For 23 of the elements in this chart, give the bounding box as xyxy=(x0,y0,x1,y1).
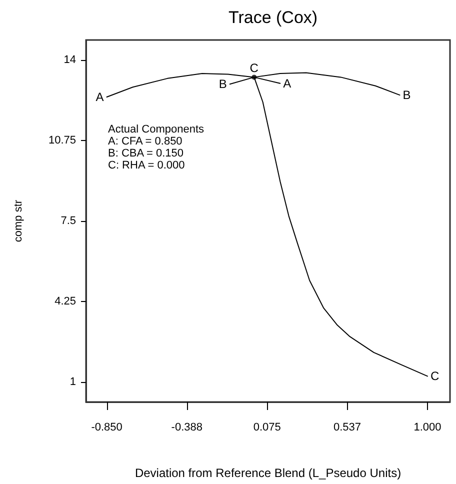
series-label: C xyxy=(430,369,440,384)
y-tick-label: 10.75 xyxy=(48,134,76,146)
annotation: C: RHA = 0.000 xyxy=(108,160,185,172)
annotation: Actual Components xyxy=(108,124,204,136)
x-tick-label: 1.000 xyxy=(414,422,442,434)
text: C xyxy=(250,61,258,76)
annotation: B: CBA = 0.150 xyxy=(108,148,184,160)
text: A xyxy=(283,76,292,90)
y-tick-label: 7.5 xyxy=(60,215,76,227)
x-tick-label: -0.388 xyxy=(171,422,202,434)
chart-title: Trace (Cox) xyxy=(228,8,318,27)
x-tick-label: 0.537 xyxy=(333,422,361,434)
annotation: A: CFA = 0.850 xyxy=(108,136,182,148)
series-label: B xyxy=(218,77,227,92)
y-tick-label: 14 xyxy=(64,54,76,66)
y-axis-title: comp str xyxy=(12,200,24,242)
x-tick-label: 0.075 xyxy=(253,422,281,434)
y-tick-label: 4.25 xyxy=(54,296,76,308)
y-tick-label: 1 xyxy=(70,376,76,388)
x-axis-title: Deviation from Reference Blend (L_Pseudo Units) xyxy=(134,466,402,480)
x-tick-label: -0.850 xyxy=(91,422,122,434)
series-label: A xyxy=(96,90,104,104)
text: B xyxy=(402,88,411,102)
